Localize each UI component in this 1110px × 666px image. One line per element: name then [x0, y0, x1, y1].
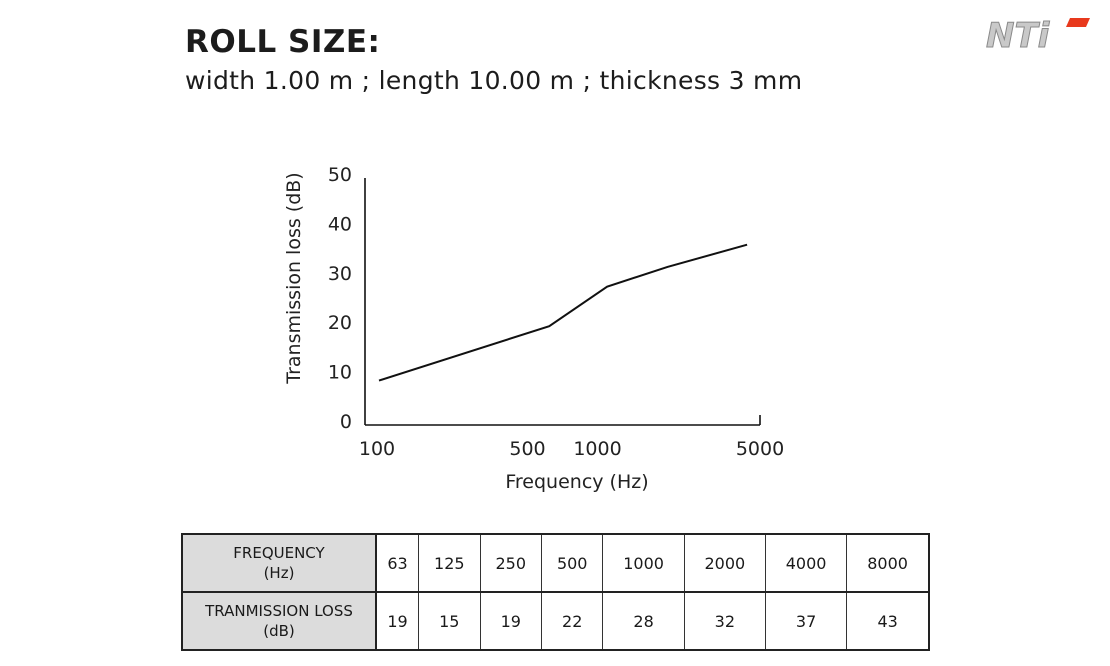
table-cell: 125 [418, 533, 481, 593]
table-cell: 22 [540, 591, 604, 651]
x-tick-label: 500 [509, 438, 545, 460]
chart-axes [364, 178, 761, 426]
header-unit: (dB) [263, 622, 295, 640]
table-cell: 15 [418, 591, 481, 651]
y-axis-label: Transmission loss (dB) [283, 172, 305, 384]
table-cell: 2000 [683, 533, 766, 593]
nti-logo-icon: NTi [986, 16, 1090, 54]
table-cell: 250 [479, 533, 542, 593]
table-cell: 8000 [846, 533, 930, 593]
y-tick-label: 40 [328, 213, 352, 235]
chart-ticks: 0 10 20 30 40 50 100 500 1000 5000 [328, 164, 784, 460]
y-tick-label: 10 [328, 362, 352, 384]
table-cell: 28 [602, 591, 685, 651]
table-cell: 19 [375, 591, 420, 651]
table-cell: 500 [540, 533, 604, 593]
page-title: ROLL SIZE: [185, 24, 381, 60]
roll-size-spec: width 1.00 m ; length 10.00 m ; thicknes… [185, 66, 803, 95]
logo-text: NTi [986, 16, 1051, 54]
table-cell: 19 [479, 591, 542, 651]
transmission-loss-header-cell: TRANMISSION LOSS (dB) [181, 591, 377, 651]
table-cell: 37 [764, 591, 848, 651]
x-axis-label: Frequency (Hz) [505, 471, 648, 493]
x-tick-label: 5000 [736, 438, 784, 460]
transmission-loss-chart: 0 10 20 30 40 50 100 500 1000 5000 Frequency (Hz)… [283, 164, 784, 493]
x-tick-label: 1000 [573, 438, 621, 460]
header-label: FREQUENCY [233, 544, 325, 562]
x-tick-label: 100 [359, 438, 395, 460]
table-row-transmission-loss: TRANMISSION LOSS (dB) 19 15 19 22 28 32 … [181, 591, 930, 651]
chart-series [378, 243, 748, 382]
y-tick-label: 20 [328, 312, 352, 334]
y-tick-label: 50 [328, 164, 352, 186]
header-label: TRANMISSION LOSS [205, 602, 353, 620]
logo-accent-icon [1066, 18, 1090, 27]
series-line [378, 243, 748, 382]
table-row-frequency: FREQUENCY (Hz) 63 125 250 500 1000 2000 … [181, 533, 930, 593]
table-cell: 32 [683, 591, 766, 651]
table-cell: 1000 [602, 533, 685, 593]
y-tick-label: 0 [340, 411, 352, 433]
table-cell: 63 [375, 533, 420, 593]
transmission-loss-table: FREQUENCY (Hz) 63 125 250 500 1000 2000 … [181, 533, 930, 651]
table-cell: 43 [846, 591, 930, 651]
y-tick-label: 30 [328, 263, 352, 285]
header-unit: (Hz) [263, 564, 295, 582]
table-cell: 4000 [764, 533, 848, 593]
frequency-header-cell: FREQUENCY (Hz) [181, 533, 377, 593]
